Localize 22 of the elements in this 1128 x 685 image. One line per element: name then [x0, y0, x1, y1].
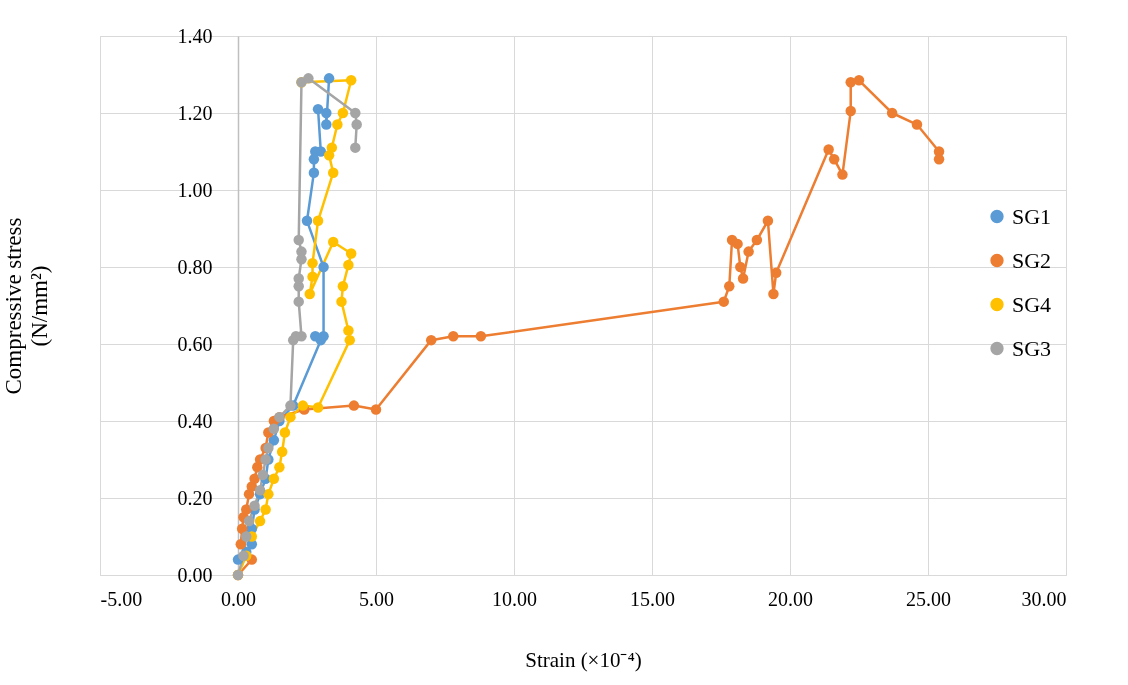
legend-label: SG2 [1012, 247, 1052, 273]
y-tick-label: 0.80 [177, 255, 213, 278]
y-tick-label: 0.40 [177, 409, 213, 432]
y-tick-label: 1.40 [177, 24, 213, 47]
x-tick-label: 20.00 [768, 587, 813, 610]
y-tick-label: 0.00 [177, 563, 213, 586]
y-tick-label: 1.00 [177, 178, 213, 201]
x-tick-label: 10.00 [492, 587, 537, 610]
y-tick-label: 0.20 [177, 486, 213, 509]
y-tick-label: 0.60 [177, 332, 213, 355]
x-tick-label: 15.00 [630, 587, 675, 610]
y-axis-title: Compressive stress (N/mm²) [0, 217, 52, 395]
x-tick-label: 0.00 [221, 587, 256, 610]
x-tick-label: 5.00 [359, 587, 394, 610]
x-tick-label: 25.00 [906, 587, 951, 610]
x-tick-label: -5.00 [100, 587, 143, 610]
legend-label: SG4 [1012, 291, 1052, 317]
y-tick-label: 1.20 [177, 101, 213, 124]
legend-label: SG1 [1012, 203, 1052, 229]
legend-label: SG3 [1012, 335, 1052, 361]
x-axis-title: Strain (×10⁻⁴) [525, 647, 642, 672]
x-tick-label: 30.00 [1021, 587, 1067, 610]
